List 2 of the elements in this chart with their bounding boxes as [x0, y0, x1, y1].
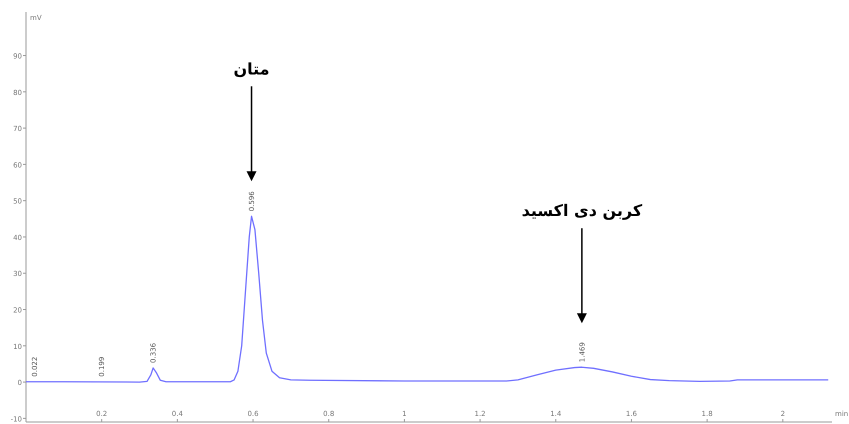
- annotation: متان: [233, 59, 270, 78]
- annotation: کربن دی اکسید: [522, 201, 643, 220]
